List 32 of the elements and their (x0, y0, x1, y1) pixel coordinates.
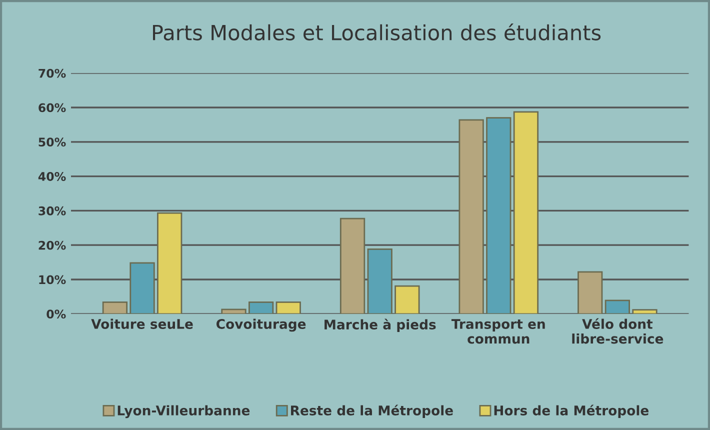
legend-label: Hors de la Métropole (494, 404, 649, 418)
bar (221, 308, 246, 314)
legend-label: Reste de la Métropole (291, 404, 453, 418)
y-tick-label: 50% (38, 138, 66, 147)
y-tick-label: 40% (38, 172, 66, 181)
bar (367, 248, 392, 314)
y-tick-label: 70% (38, 68, 66, 78)
x-tick-label: Transport en commun (451, 319, 545, 344)
bar (157, 212, 182, 314)
bar (513, 111, 539, 314)
legend-label: Lyon-Villeurbanne (118, 405, 250, 418)
bar (102, 302, 128, 314)
y-tick-label: 20% (38, 240, 66, 250)
bar (340, 218, 366, 314)
bar (604, 300, 630, 314)
bar (248, 302, 274, 314)
y-tick-label: 30% (38, 206, 66, 216)
x-tick-label: Voiture seuLe (91, 318, 193, 329)
y-tick-label: 10% (39, 275, 66, 284)
bar (458, 119, 484, 314)
x-tick-label: Marche à pieds (324, 318, 436, 332)
y-tick-label: 60% (38, 103, 66, 112)
x-tick-label: Covoiturage (216, 318, 306, 332)
bar (276, 302, 301, 314)
bar (578, 271, 603, 314)
bar (486, 117, 512, 314)
chart-title: Parts Modales et Localisation des étudiants (153, 23, 601, 40)
bar (130, 262, 155, 314)
bar (394, 285, 420, 314)
x-tick-label: Vélo dont libre-service (572, 318, 664, 344)
bar (632, 309, 658, 314)
y-tick-label: 0% (46, 310, 66, 319)
